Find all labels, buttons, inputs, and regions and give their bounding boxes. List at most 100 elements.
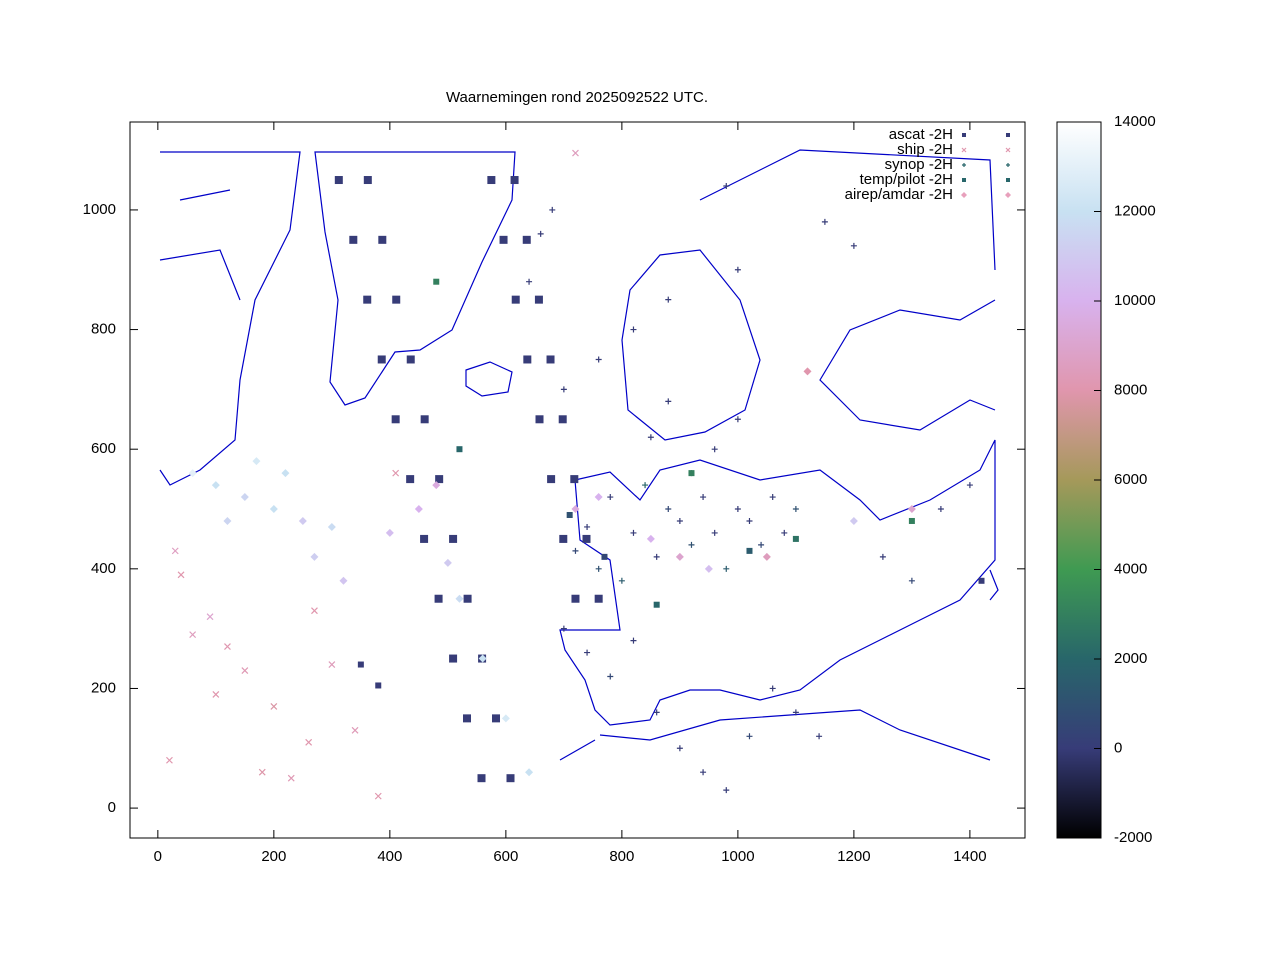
synop-point [526,278,533,285]
synop-point [769,685,776,692]
synop-point [618,577,625,584]
synop-point [746,733,753,740]
airep-point [849,516,858,525]
synop-point [537,230,544,237]
temp-point [357,661,364,668]
airep-point [211,481,220,490]
airep-point [455,594,464,603]
ascat-point [406,475,415,484]
x-tick-label: 1000 [721,848,754,865]
airep-point [188,469,197,478]
x-tick-label: 0 [154,848,162,865]
airep-point [327,522,336,531]
synop-point [665,296,672,303]
temp-point [653,601,660,608]
ship-point [392,469,400,477]
synop-point [723,787,730,794]
ascat-point [594,594,603,603]
ascat-point [1006,133,1010,137]
synop-point [630,637,637,644]
airep-point [298,516,307,525]
ascat-point [492,714,501,723]
synop-point [700,769,707,776]
ship-point [241,667,249,674]
synop-point [642,482,649,489]
temp-point [1006,178,1010,182]
temp-point [601,553,608,560]
synop-point [711,446,718,453]
chart-title: Waarnemingen rond 2025092522 UTC. [446,89,708,106]
airep-point [432,481,441,490]
synop-point [630,529,637,536]
x-tick-label: 1400 [953,848,986,865]
ship-point [1005,147,1011,153]
synop-point [607,673,614,680]
ship-point [572,149,579,157]
ship-point [212,691,220,698]
synop-point [1006,163,1010,167]
synop-point [560,625,567,632]
airep-point [907,505,916,514]
synop-point [653,553,660,560]
synop-point [647,434,654,441]
ascat-point [449,654,458,663]
ship-point [258,768,266,776]
africa-coast [559,709,991,761]
airep-point [310,552,319,561]
airep-point [269,505,278,514]
airep-point [646,534,655,543]
ship-point [328,661,336,668]
synop-point [781,529,788,536]
y-tick-label: 800 [91,321,116,338]
ascat-point [349,235,358,244]
temp-point [566,511,573,518]
synop-point [665,398,672,405]
y-tick-label: 200 [91,679,116,696]
synop-point [734,506,741,513]
synop-point [723,183,730,190]
europe-coast [559,439,996,726]
ascat-point [363,295,372,304]
ship-point [171,547,179,555]
ascat-point [477,774,486,783]
colorbar-tick-label: 4000 [1114,560,1147,577]
synop-point [816,733,823,740]
synop-point [676,517,683,524]
y-tick-label: 1000 [83,201,116,218]
colorbar-tick-label: 6000 [1114,471,1147,488]
temp-point [456,446,463,453]
ascat-point [334,176,343,185]
synop-point [937,506,944,513]
plot-frame [129,121,1026,839]
airep-point [443,558,452,567]
y-tick-label: 0 [108,799,116,816]
synop-point [676,745,683,752]
ascat-point [535,415,544,424]
coastlines [159,149,999,761]
airep-point [571,505,580,514]
airep-point [223,516,232,525]
ship-point [961,147,967,153]
ship-point [305,738,313,746]
colorbar-tick-label: 14000 [1114,113,1156,130]
ascat-point [534,295,543,304]
airep-point [414,505,423,514]
colorbar-tick-label: 2000 [1114,650,1147,667]
synop-point [962,163,966,167]
temp-point [746,547,753,554]
ship-point [287,774,295,782]
temp-point [962,178,966,182]
ship-point [177,571,185,579]
ascat-point [363,176,372,185]
colorbar-tick-label: 0 [1114,739,1122,756]
legend-label: temp/pilot -2H [860,171,953,188]
synop-point [572,547,579,554]
ship-point [351,726,359,734]
x-tick-label: 600 [493,848,518,865]
synop-point [734,416,741,423]
synop-point [688,541,695,548]
ascat-point [522,235,531,244]
synop-point [630,326,637,333]
airep-point [762,552,771,561]
ascat-point [391,415,400,424]
